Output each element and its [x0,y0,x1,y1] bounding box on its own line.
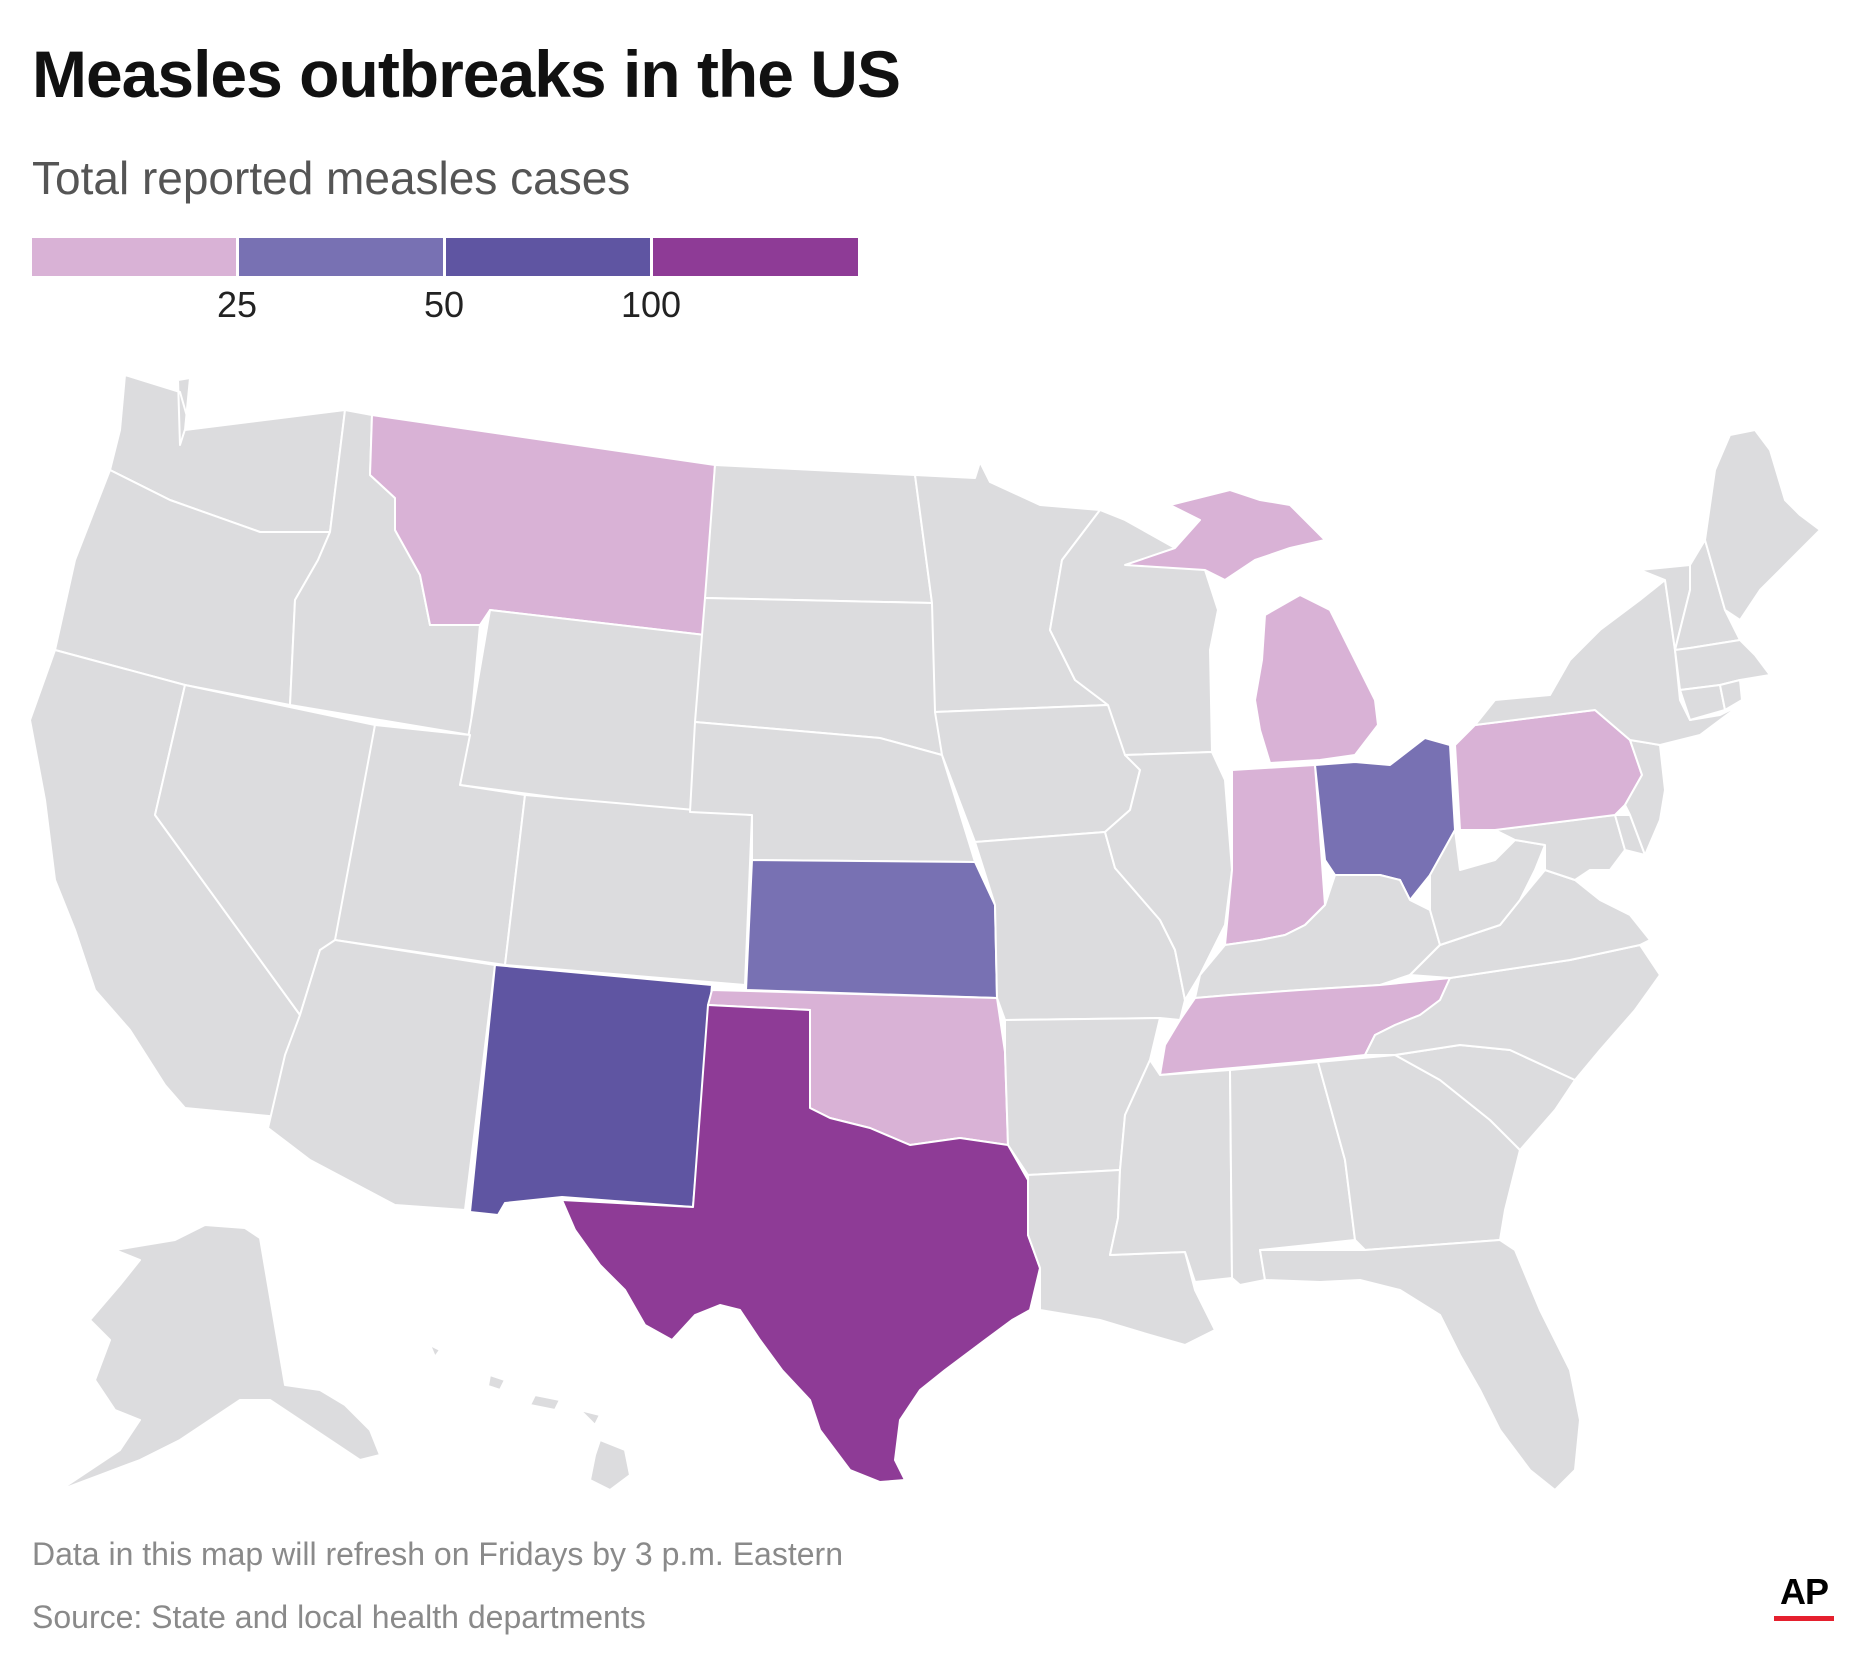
state-west-virginia [1429,829,1546,946]
state-wyoming [459,609,706,816]
state-michigan [1124,489,1379,764]
state-north-dakota [704,464,933,604]
legend-bin-2 [239,238,443,276]
state-indiana [1224,764,1326,946]
state-maine [1704,429,1821,621]
legend-bin-3 [446,238,650,276]
state-new-jersey [1624,739,1666,856]
legend-bin-4 [653,238,858,276]
state-pennsylvania [1454,709,1643,831]
state-rhode-island [1719,679,1743,711]
state-illinois [1104,751,1233,1001]
state-new-york [1474,579,1741,746]
state-iowa [934,704,1141,843]
state-arizona [267,939,496,1211]
state-north-carolina [1364,944,1661,1081]
legend-tick-100: 100 [620,284,682,325]
legend-tick-50: 50 [423,284,465,325]
state-florida [1259,1239,1581,1491]
map-subtitle: Total reported measles cases [32,152,631,204]
source-note: Source: State and local health departmen… [32,1599,646,1635]
state-alaska [59,1224,381,1491]
state-new-mexico [469,964,713,1216]
state-kansas [745,859,998,999]
ap-logo-text: AP [1779,1571,1829,1612]
map-title: Measles outbreaks in the US [32,37,901,111]
state-texas [561,1004,1041,1483]
ap-logo-accent-bar [1774,1616,1834,1621]
state-colorado [504,794,753,986]
state-hawaii [429,1344,631,1491]
color-legend: 25 50 100 [32,238,858,338]
ap-logo: AP [1774,1572,1834,1621]
us-states-map [29,374,1821,1491]
legend-tick-25: 25 [216,284,258,325]
legend-bin-1 [32,238,236,276]
refresh-note: Data in this map will refresh on Fridays… [32,1536,843,1572]
state-massachusetts [1674,639,1771,691]
state-wisconsin [1049,509,1219,756]
